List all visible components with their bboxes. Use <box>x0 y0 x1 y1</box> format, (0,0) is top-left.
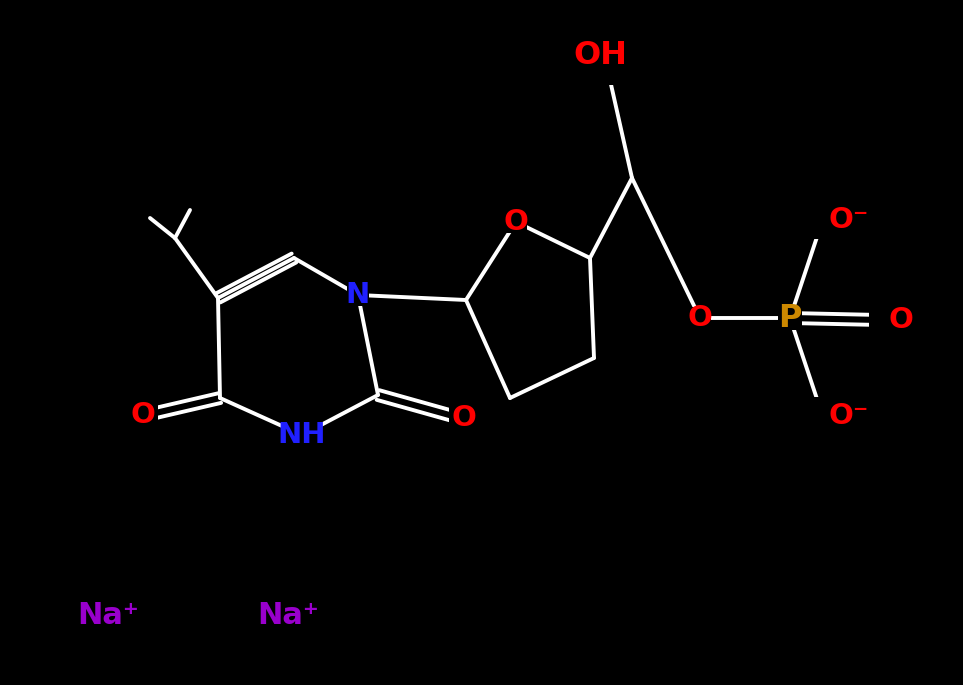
Bar <box>806 217 834 239</box>
Bar <box>283 424 321 446</box>
Bar <box>136 404 158 426</box>
Text: Na⁺: Na⁺ <box>257 601 319 630</box>
Text: Na⁺: Na⁺ <box>77 601 139 630</box>
Text: O: O <box>131 401 155 429</box>
Text: NH: NH <box>277 421 326 449</box>
Bar <box>689 307 711 329</box>
Text: O⁻: O⁻ <box>828 206 869 234</box>
Text: O: O <box>452 404 477 432</box>
Bar <box>347 284 369 306</box>
Bar <box>869 309 891 331</box>
Bar <box>778 306 802 330</box>
Text: OH: OH <box>573 40 627 71</box>
Text: O⁻: O⁻ <box>828 402 869 430</box>
Text: O: O <box>888 306 913 334</box>
Bar <box>806 397 834 419</box>
Text: P: P <box>778 303 802 334</box>
Text: N: N <box>346 281 370 309</box>
Bar <box>505 211 527 233</box>
Text: O: O <box>504 208 529 236</box>
Text: O: O <box>688 304 713 332</box>
Bar <box>449 407 471 429</box>
Bar <box>605 75 615 85</box>
